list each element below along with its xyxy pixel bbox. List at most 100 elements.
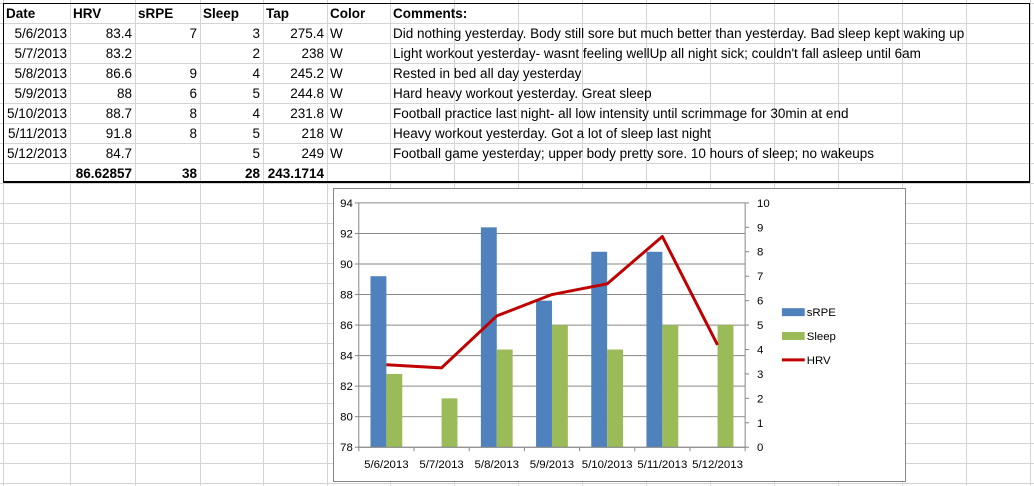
total-sleep[interactable]: 28 <box>244 166 260 181</box>
cell-comments[interactable]: Rested in bed all day yesterday <box>393 66 582 81</box>
cell-comments[interactable]: Football game yesterday; upper body pret… <box>393 146 875 161</box>
cell-tap[interactable]: 244.8 <box>290 86 324 101</box>
left-axis-label: 88 <box>340 290 353 302</box>
cell-hrv[interactable]: 83.2 <box>105 46 132 61</box>
cell-comments[interactable]: Football practice last night- all low in… <box>393 106 849 121</box>
cell-hrv[interactable]: 91.8 <box>105 126 132 141</box>
column-gridline <box>966 0 967 486</box>
left-axis-label: 84 <box>340 351 353 363</box>
bar-sleep[interactable] <box>607 349 624 448</box>
left-axis-label: 82 <box>340 381 353 393</box>
cell-tap[interactable]: 275.4 <box>290 26 324 41</box>
cell-color[interactable]: W <box>330 66 343 81</box>
header-color[interactable]: Color <box>330 6 366 21</box>
cell-hrv[interactable]: 88.7 <box>105 106 132 121</box>
cell-tap[interactable]: 231.8 <box>290 106 324 121</box>
cell-tap[interactable]: 245.2 <box>290 66 324 81</box>
column-gridline <box>135 0 136 486</box>
cell-comments[interactable]: Did nothing yesterday. Body still sore b… <box>393 26 965 41</box>
x-axis-label: 5/11/2013 <box>637 459 687 471</box>
right-axis-label: 5 <box>757 320 763 332</box>
right-axis-label: 3 <box>757 369 763 381</box>
header-srpe[interactable]: sRPE <box>138 6 174 21</box>
cell-comments[interactable]: Heavy workout yesterday. Got a lot of sl… <box>393 126 711 141</box>
x-axis-label: 5/12/2013 <box>692 459 743 471</box>
cell-color[interactable]: W <box>330 126 343 141</box>
right-axis-label: 6 <box>757 296 763 308</box>
right-axis-label: 8 <box>757 247 763 259</box>
cell-color[interactable]: W <box>330 46 343 61</box>
x-axis-label: 5/6/2013 <box>364 459 408 471</box>
bar-srpe[interactable] <box>591 251 608 448</box>
bar-sleep[interactable] <box>551 325 568 448</box>
cell-srpe[interactable]: 6 <box>189 86 197 101</box>
x-axis-label: 5/10/2013 <box>582 459 633 471</box>
column-gridline <box>263 0 264 486</box>
right-axis-label: 1 <box>757 418 763 430</box>
cell-srpe[interactable]: 9 <box>189 66 197 81</box>
cell-color[interactable]: W <box>330 146 343 161</box>
cell-sleep[interactable]: 2 <box>252 46 260 61</box>
column-gridline <box>1030 0 1031 486</box>
left-axis-label: 94 <box>340 198 353 210</box>
x-axis-label: 5/7/2013 <box>419 459 463 471</box>
cell-tap[interactable]: 218 <box>301 126 324 141</box>
bar-sleep[interactable] <box>441 398 458 448</box>
cell-tap[interactable]: 249 <box>301 146 324 161</box>
cell-srpe[interactable] <box>135 144 200 164</box>
bar-srpe[interactable] <box>646 251 663 448</box>
cell-comments[interactable]: Light workout yesterday- wasnt feeling w… <box>393 46 921 61</box>
cell-date[interactable]: 5/6/2013 <box>14 26 67 41</box>
cell-date[interactable]: 5/11/2013 <box>7 126 67 141</box>
cell-sleep[interactable]: 5 <box>252 86 260 101</box>
cell-sleep[interactable]: 5 <box>252 126 260 141</box>
cell-srpe[interactable]: 7 <box>189 26 197 41</box>
left-axis-label: 78 <box>340 442 353 454</box>
bar-sleep[interactable] <box>662 325 679 448</box>
total-hrv[interactable]: 86.62857 <box>75 166 132 181</box>
bar-srpe[interactable] <box>480 227 497 448</box>
legend-label-sleep: Sleep <box>807 331 836 343</box>
cell-date[interactable]: 5/7/2013 <box>14 46 67 61</box>
bar-srpe[interactable] <box>536 300 552 448</box>
cell-hrv[interactable]: 84.7 <box>105 146 132 161</box>
cell-srpe[interactable]: 8 <box>189 126 197 141</box>
cell-hrv[interactable]: 83.4 <box>105 26 132 41</box>
cell-hrv[interactable]: 86.6 <box>105 66 132 81</box>
cell-sleep[interactable]: 4 <box>252 106 260 121</box>
header-comments[interactable]: Comments: <box>393 6 468 21</box>
x-axis-label: 5/9/2013 <box>530 459 574 471</box>
cell-date[interactable]: 5/10/2013 <box>6 106 67 121</box>
line-hrv[interactable] <box>386 235 719 370</box>
cell-hrv[interactable]: 88 <box>116 86 132 101</box>
header-hrv[interactable]: HRV <box>73 6 102 21</box>
left-axis-label: 90 <box>340 259 353 271</box>
cell-srpe[interactable] <box>135 44 200 64</box>
total-tap[interactable]: 243.1714 <box>267 166 324 181</box>
column-gridline <box>70 0 71 486</box>
cell-sleep[interactable]: 4 <box>252 66 260 81</box>
cell-color[interactable]: W <box>330 106 343 121</box>
cell-sleep[interactable]: 3 <box>252 26 260 41</box>
header-sleep[interactable]: Sleep <box>203 6 240 21</box>
header-tap[interactable]: Tap <box>266 6 289 21</box>
cell-comments[interactable]: Hard heavy workout yesterday. Great slee… <box>393 86 652 101</box>
cell-color[interactable]: W <box>330 26 343 41</box>
bar-srpe[interactable] <box>370 276 387 448</box>
header-date[interactable]: Date <box>6 6 36 21</box>
right-axis-label: 9 <box>757 222 763 234</box>
bar-sleep[interactable] <box>496 349 513 448</box>
cell-srpe[interactable]: 8 <box>189 106 197 121</box>
cell-date[interactable]: 5/12/2013 <box>6 146 67 161</box>
cell-sleep[interactable]: 5 <box>252 146 260 161</box>
cell-tap[interactable]: 238 <box>301 46 324 61</box>
bar-sleep[interactable] <box>717 325 734 448</box>
cell-date[interactable]: 5/9/2013 <box>14 86 67 101</box>
total-srpe[interactable]: 38 <box>181 166 197 181</box>
left-axis-label: 86 <box>340 320 353 332</box>
cell-color[interactable]: W <box>330 86 343 101</box>
bar-sleep[interactable] <box>386 373 403 448</box>
right-axis-label: 2 <box>757 393 763 405</box>
cell-date[interactable]: 5/8/2013 <box>14 66 67 81</box>
